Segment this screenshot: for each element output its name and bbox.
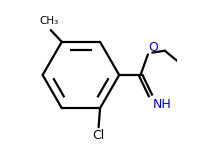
Text: NH: NH — [152, 98, 171, 111]
Text: CH₃: CH₃ — [39, 16, 58, 26]
Text: Cl: Cl — [92, 129, 105, 142]
Text: O: O — [148, 41, 158, 54]
